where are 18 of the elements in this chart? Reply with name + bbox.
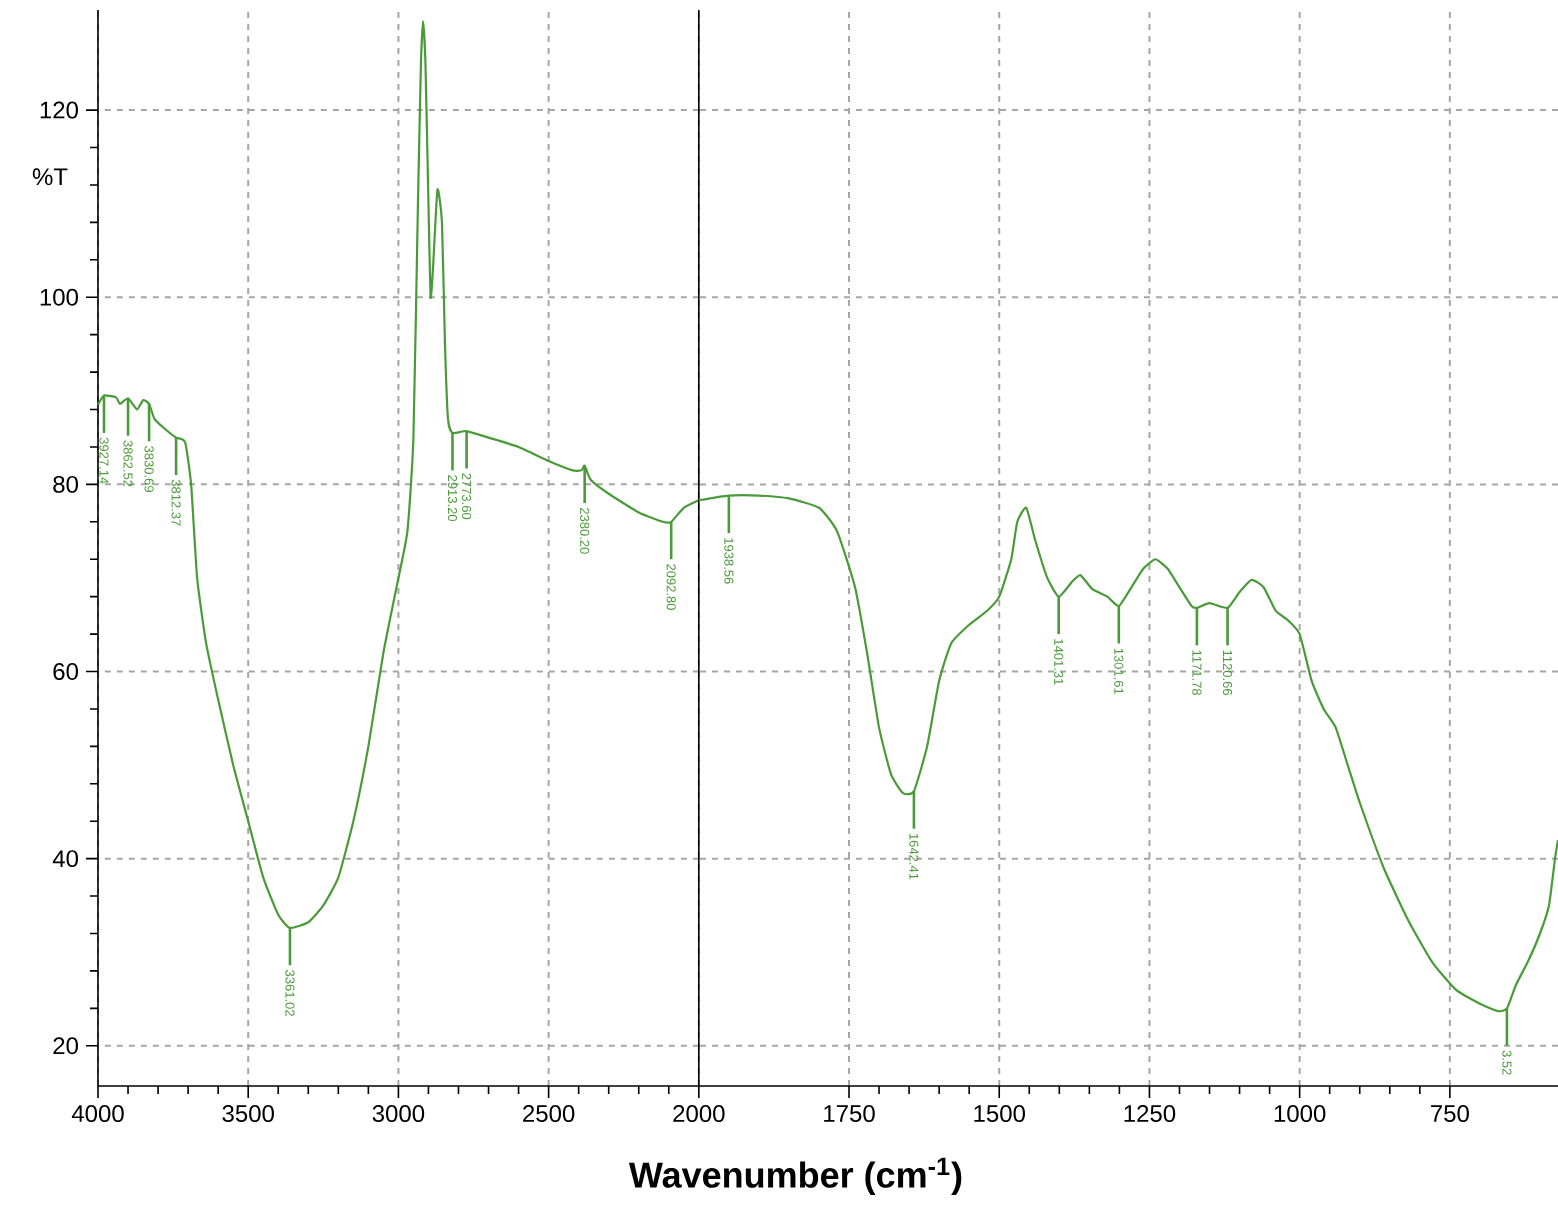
y-tick-label: 80 [53,475,78,493]
text: Wavenumber (cm$^{-1}$) [628,1157,962,1195]
x-tick-label: 1500 [974,1105,1025,1123]
y-tick-label: 40 [52,850,78,868]
x-tick-label: 750 [1431,1105,1469,1123]
y-axis-title: %T [32,168,68,186]
x-tick-label: 1250 [1124,1105,1176,1123]
y-tick-label: 120 [40,101,78,119]
x-tick-label: 2500 [523,1105,575,1123]
x-tick-label: 1000 [1274,1105,1326,1123]
x-tick-label: 1750 [824,1105,875,1123]
x-tick-label: 3500 [222,1105,274,1123]
y-tick-label: 20 [53,1037,78,1055]
y-tick-label: 60 [53,663,78,680]
x-tick-label: 2000 [673,1105,725,1123]
x-tick-label: 4000 [71,1105,124,1123]
x-tick-label: 3000 [372,1105,425,1123]
y-tick-label: 100 [40,288,78,306]
